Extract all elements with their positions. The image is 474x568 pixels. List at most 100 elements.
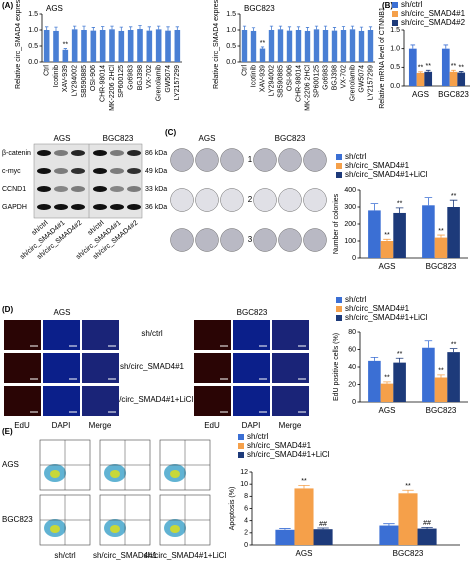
bar xyxy=(422,347,435,402)
blot-band xyxy=(37,150,51,156)
bar xyxy=(398,493,418,545)
significance: ## xyxy=(319,521,327,528)
x-tick-label: SB590885 xyxy=(81,65,88,98)
blot-band xyxy=(127,204,141,210)
colony-plate xyxy=(278,228,302,252)
blot-band xyxy=(110,150,124,156)
significance: ** xyxy=(438,228,444,235)
bar xyxy=(53,30,59,62)
legend-label: sh/circ_SMAD4#1+LiCl xyxy=(345,313,428,322)
error-bar xyxy=(287,26,292,31)
legend-label: sh/ctrl xyxy=(345,152,367,161)
flow-core xyxy=(50,470,60,478)
error-bar xyxy=(91,27,96,31)
error-bar xyxy=(368,26,373,30)
y-tick-label: 100 xyxy=(344,238,356,245)
error-bar xyxy=(359,26,364,31)
y-tick-label: 4 xyxy=(244,518,248,525)
bar xyxy=(313,529,333,545)
significance: ** xyxy=(451,341,457,348)
blot-band xyxy=(127,168,141,174)
y-tick-label: 60 xyxy=(348,346,356,353)
colony-plate xyxy=(170,148,194,172)
error-bar xyxy=(443,44,449,49)
panel-label: (C) xyxy=(165,128,176,137)
blot-band xyxy=(127,186,141,192)
significance: ** xyxy=(63,41,69,48)
bar xyxy=(118,30,125,62)
y-tick-label: 1.0 xyxy=(390,46,400,53)
legend-label: sh/ctrl xyxy=(345,295,367,304)
colony-plate xyxy=(253,188,277,212)
edu-image xyxy=(233,320,270,350)
x-tick-label: GW5074 xyxy=(165,65,172,93)
bar xyxy=(447,352,460,402)
edu-image xyxy=(43,386,80,416)
flow-core xyxy=(110,525,120,533)
protein-label: CCND1 xyxy=(2,186,26,193)
x-tick-label: AGS xyxy=(379,406,396,415)
bar xyxy=(367,30,374,62)
bar xyxy=(349,29,356,62)
x-tick-label: Go6983 xyxy=(128,65,135,90)
blot-band xyxy=(110,186,124,192)
x-tick-label: SB590885 xyxy=(277,65,284,98)
x-tick-label: MK-2206 2HCl xyxy=(304,65,311,111)
x-tick-label: LY294002 xyxy=(72,65,79,97)
error-bar xyxy=(410,44,416,49)
significance: ** xyxy=(451,193,457,200)
y-tick-label: 0.5 xyxy=(28,43,38,50)
error-bar xyxy=(138,25,142,30)
cell-label: AGS xyxy=(199,134,216,143)
bar xyxy=(322,30,329,62)
error-bar xyxy=(72,25,77,30)
flow-gate xyxy=(40,440,90,490)
size-label: 36 kDa xyxy=(145,204,167,211)
blot-band xyxy=(110,168,124,174)
x-tick-label: XAV-939 xyxy=(62,65,69,92)
error-bar xyxy=(100,26,105,30)
bar xyxy=(304,30,311,62)
y-axis-label: Relative circ_SMAD4 expression xyxy=(213,0,220,89)
legend-swatch xyxy=(336,172,342,178)
bar xyxy=(457,72,466,86)
blot-band xyxy=(110,204,124,210)
error-bar xyxy=(317,527,329,530)
bar xyxy=(368,210,381,258)
y-tick-label: 400 xyxy=(344,187,356,194)
x-tick-label: BGJ398 xyxy=(331,65,338,90)
colony-plate xyxy=(303,148,327,172)
edu-image xyxy=(82,386,119,416)
error-bar xyxy=(296,26,301,30)
y-tick-label: 20 xyxy=(348,381,356,388)
error-bar xyxy=(251,27,256,31)
blot-band xyxy=(71,186,85,192)
bar xyxy=(358,30,365,62)
x-tick-label: LY2157299 xyxy=(367,65,374,100)
flow-gate xyxy=(160,440,210,490)
protein-label: c-myc xyxy=(2,168,21,175)
flow-gate xyxy=(100,440,150,490)
bar xyxy=(146,30,153,62)
error-bar xyxy=(424,197,433,206)
error-bar xyxy=(147,26,152,31)
colony-plate xyxy=(170,228,194,252)
error-bar xyxy=(437,374,445,378)
legend-label: sh/circ_SMAD4#1 xyxy=(247,441,312,450)
colony-plate xyxy=(195,228,219,252)
bar xyxy=(380,383,394,402)
y-tick-label: 0 xyxy=(244,542,248,549)
legend-swatch xyxy=(336,306,342,312)
blot-band xyxy=(127,150,141,156)
bar xyxy=(155,29,162,62)
x-tick-label: BGC823 xyxy=(438,90,469,99)
y-tick-label: 0.5 xyxy=(226,43,236,50)
error-bar xyxy=(44,26,49,30)
size-label: 86 kDa xyxy=(145,150,167,157)
bar xyxy=(434,237,448,258)
bar xyxy=(81,30,87,62)
edu-image xyxy=(82,353,119,383)
blot-band xyxy=(54,150,68,156)
y-tick-label: 1.5 xyxy=(28,11,38,18)
blot-band xyxy=(54,204,68,210)
